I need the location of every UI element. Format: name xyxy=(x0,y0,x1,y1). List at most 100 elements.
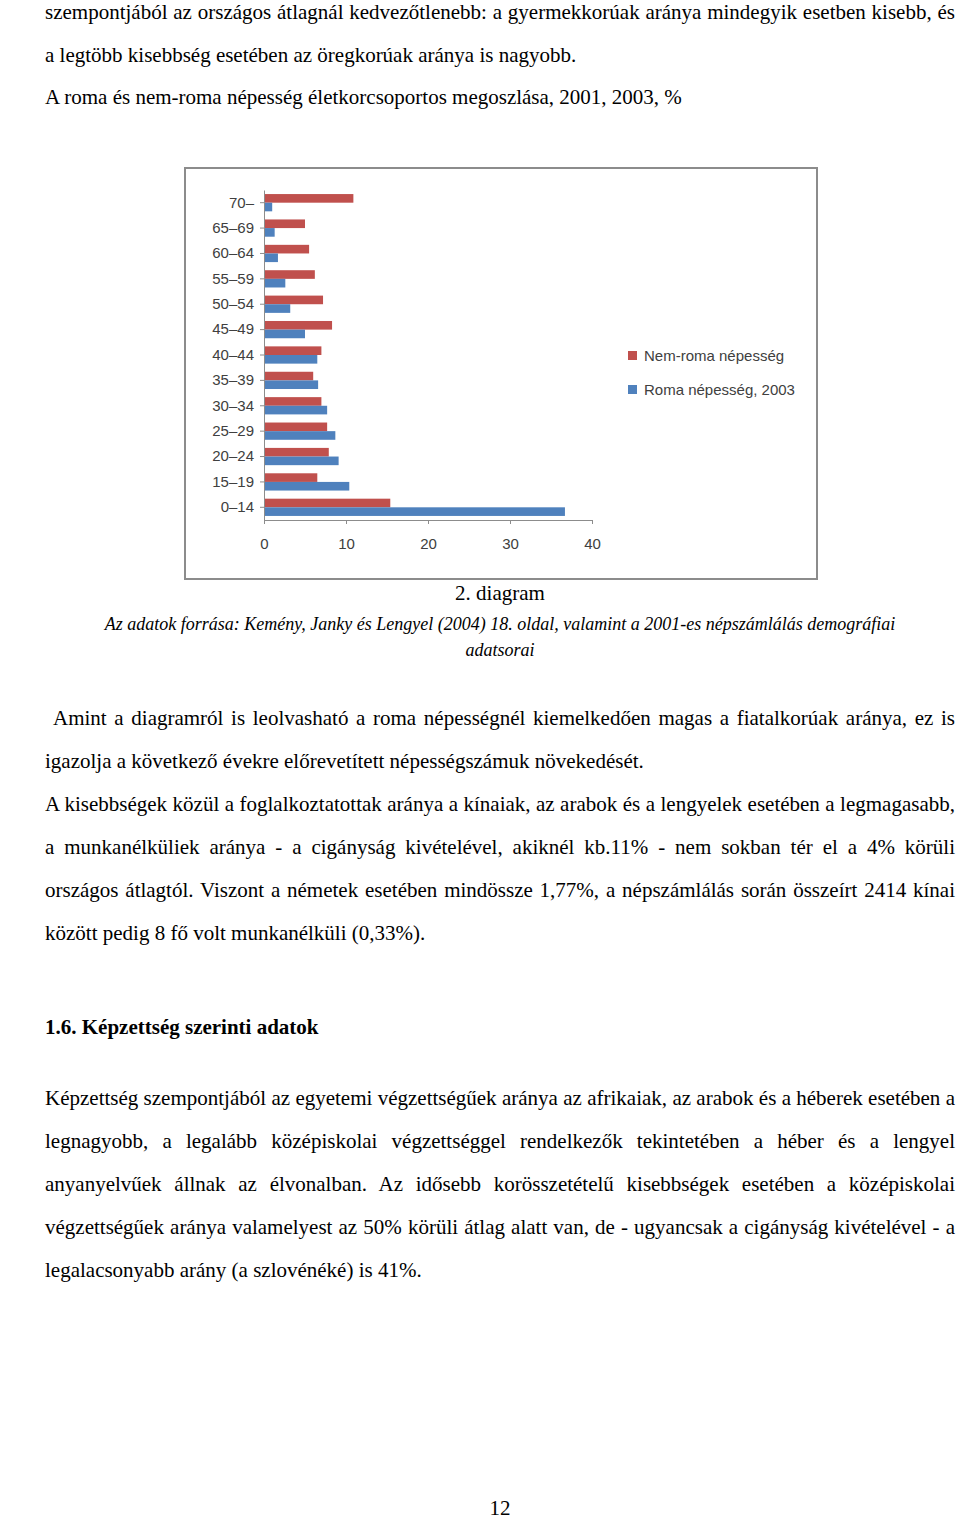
bars xyxy=(264,194,565,516)
paragraph: A kisebbségek közül a foglalkoztatottak … xyxy=(45,783,955,955)
bar xyxy=(264,270,315,279)
bar xyxy=(264,431,335,440)
tick: 20 xyxy=(420,520,437,552)
tick-label: 45–49 xyxy=(212,320,254,337)
tick: 45–49 xyxy=(212,320,264,337)
bar xyxy=(264,253,278,262)
legend: Nem-roma népességRoma népesség, 2003 xyxy=(628,347,795,398)
tick: 25–29 xyxy=(212,422,264,439)
tick-label: 70– xyxy=(229,193,255,210)
bar xyxy=(264,507,565,516)
tick-label: 30–34 xyxy=(212,397,254,414)
bar xyxy=(264,380,318,389)
bar xyxy=(264,346,321,355)
tick: 10 xyxy=(338,520,355,552)
bar xyxy=(264,203,272,212)
tick-label: 40–44 xyxy=(212,346,254,363)
tick-label: 55–59 xyxy=(212,270,254,287)
bar xyxy=(264,457,339,466)
page-number: 12 xyxy=(450,1496,550,1518)
tick-mark xyxy=(592,520,593,524)
chart-title: A roma és nem-roma népesség életkorcsopo… xyxy=(45,76,955,119)
tick-label: 60–64 xyxy=(212,244,254,261)
paragraph-group: Amint a diagramról is leolvasható a roma… xyxy=(45,697,955,955)
y-axis: 0–14 15–19 20–24 25–29 30–34 35–39 40–44 45–49 5… xyxy=(212,191,264,521)
bar xyxy=(264,448,329,457)
tick-mark xyxy=(260,202,264,203)
bar xyxy=(264,245,309,254)
tick-mark xyxy=(264,520,265,524)
bar xyxy=(264,219,305,228)
tick-mark xyxy=(346,520,347,524)
bar xyxy=(264,355,317,364)
bar xyxy=(264,499,390,508)
heading-text: 1.6. Képzettség szerinti adatok xyxy=(45,1006,955,1049)
tick: 70– xyxy=(229,193,264,210)
paragraph-text: szempontjából az országos átlagnál kedve… xyxy=(45,0,955,77)
bar xyxy=(264,279,285,288)
tick-mark xyxy=(260,253,264,254)
tick-label: 30 xyxy=(502,535,519,552)
tick-mark xyxy=(510,520,511,524)
tick-label: 25–29 xyxy=(212,422,254,439)
bar xyxy=(264,482,349,491)
paragraph: Képzettség szempontjából az egyetemi vég… xyxy=(45,1077,955,1292)
chart-frame xyxy=(185,168,817,579)
tick-mark xyxy=(260,431,264,432)
legend-swatch xyxy=(628,351,637,360)
tick-label: 20 xyxy=(420,535,437,552)
bar xyxy=(264,296,323,305)
chart-title-text: A roma és nem-roma népesség életkorcsopo… xyxy=(45,76,955,119)
tick-mark xyxy=(260,380,264,381)
series xyxy=(264,194,390,507)
bar xyxy=(264,473,317,482)
tick-mark xyxy=(260,228,264,229)
tick: 35–39 xyxy=(212,371,264,388)
tick: 15–19 xyxy=(212,473,264,490)
tick: 0–14 xyxy=(221,498,264,515)
tick-mark xyxy=(260,507,264,508)
tick-mark xyxy=(428,520,429,524)
bar xyxy=(264,304,290,313)
tick: 0 xyxy=(260,520,268,552)
tick-label: 50–54 xyxy=(212,295,254,312)
tick-label: 15–19 xyxy=(212,473,254,490)
tick-label: 65–69 xyxy=(212,219,254,236)
heading: 1.6. Képzettség szerinti adatok xyxy=(45,1006,955,1049)
tick-label: 35–39 xyxy=(212,371,254,388)
bar xyxy=(264,330,305,339)
bar xyxy=(264,423,327,432)
bar xyxy=(264,406,327,415)
series xyxy=(264,203,565,516)
tick-mark xyxy=(260,405,264,406)
tick-mark xyxy=(260,278,264,279)
bar xyxy=(264,372,313,381)
bar xyxy=(264,397,321,406)
legend-item: Roma népesség, 2003 xyxy=(628,381,795,398)
tick: 50–54 xyxy=(212,295,264,312)
bar xyxy=(264,228,275,237)
tick: 30–34 xyxy=(212,397,264,414)
tick-mark xyxy=(260,355,264,356)
tick: 65–69 xyxy=(212,219,264,236)
paragraph: Amint a diagramról is leolvasható a roma… xyxy=(45,697,955,783)
x-axis: 0 10 20 30 40 xyxy=(260,520,601,552)
page: {"document": { "intro": "szempontjából a… xyxy=(0,0,960,1518)
bar xyxy=(264,321,332,330)
tick: 40–44 xyxy=(212,346,264,363)
tick-mark xyxy=(260,304,264,305)
tick: 55–59 xyxy=(212,270,264,287)
tick: 40 xyxy=(584,520,601,552)
legend-swatch xyxy=(628,385,637,394)
tick-label: 20–24 xyxy=(212,447,254,464)
paragraph: szempontjából az országos átlagnál kedve… xyxy=(45,0,955,77)
figure-source: Az adatok forrása: Kemény, Janky és Leng… xyxy=(90,611,910,663)
tick: 20–24 xyxy=(212,447,264,464)
tick-label: 40 xyxy=(584,535,601,552)
tick-label: 0–14 xyxy=(221,498,254,515)
tick: 30 xyxy=(502,520,519,552)
bar xyxy=(264,194,353,203)
tick-mark xyxy=(260,456,264,457)
tick-mark xyxy=(260,481,264,482)
tick: 60–64 xyxy=(212,244,264,261)
